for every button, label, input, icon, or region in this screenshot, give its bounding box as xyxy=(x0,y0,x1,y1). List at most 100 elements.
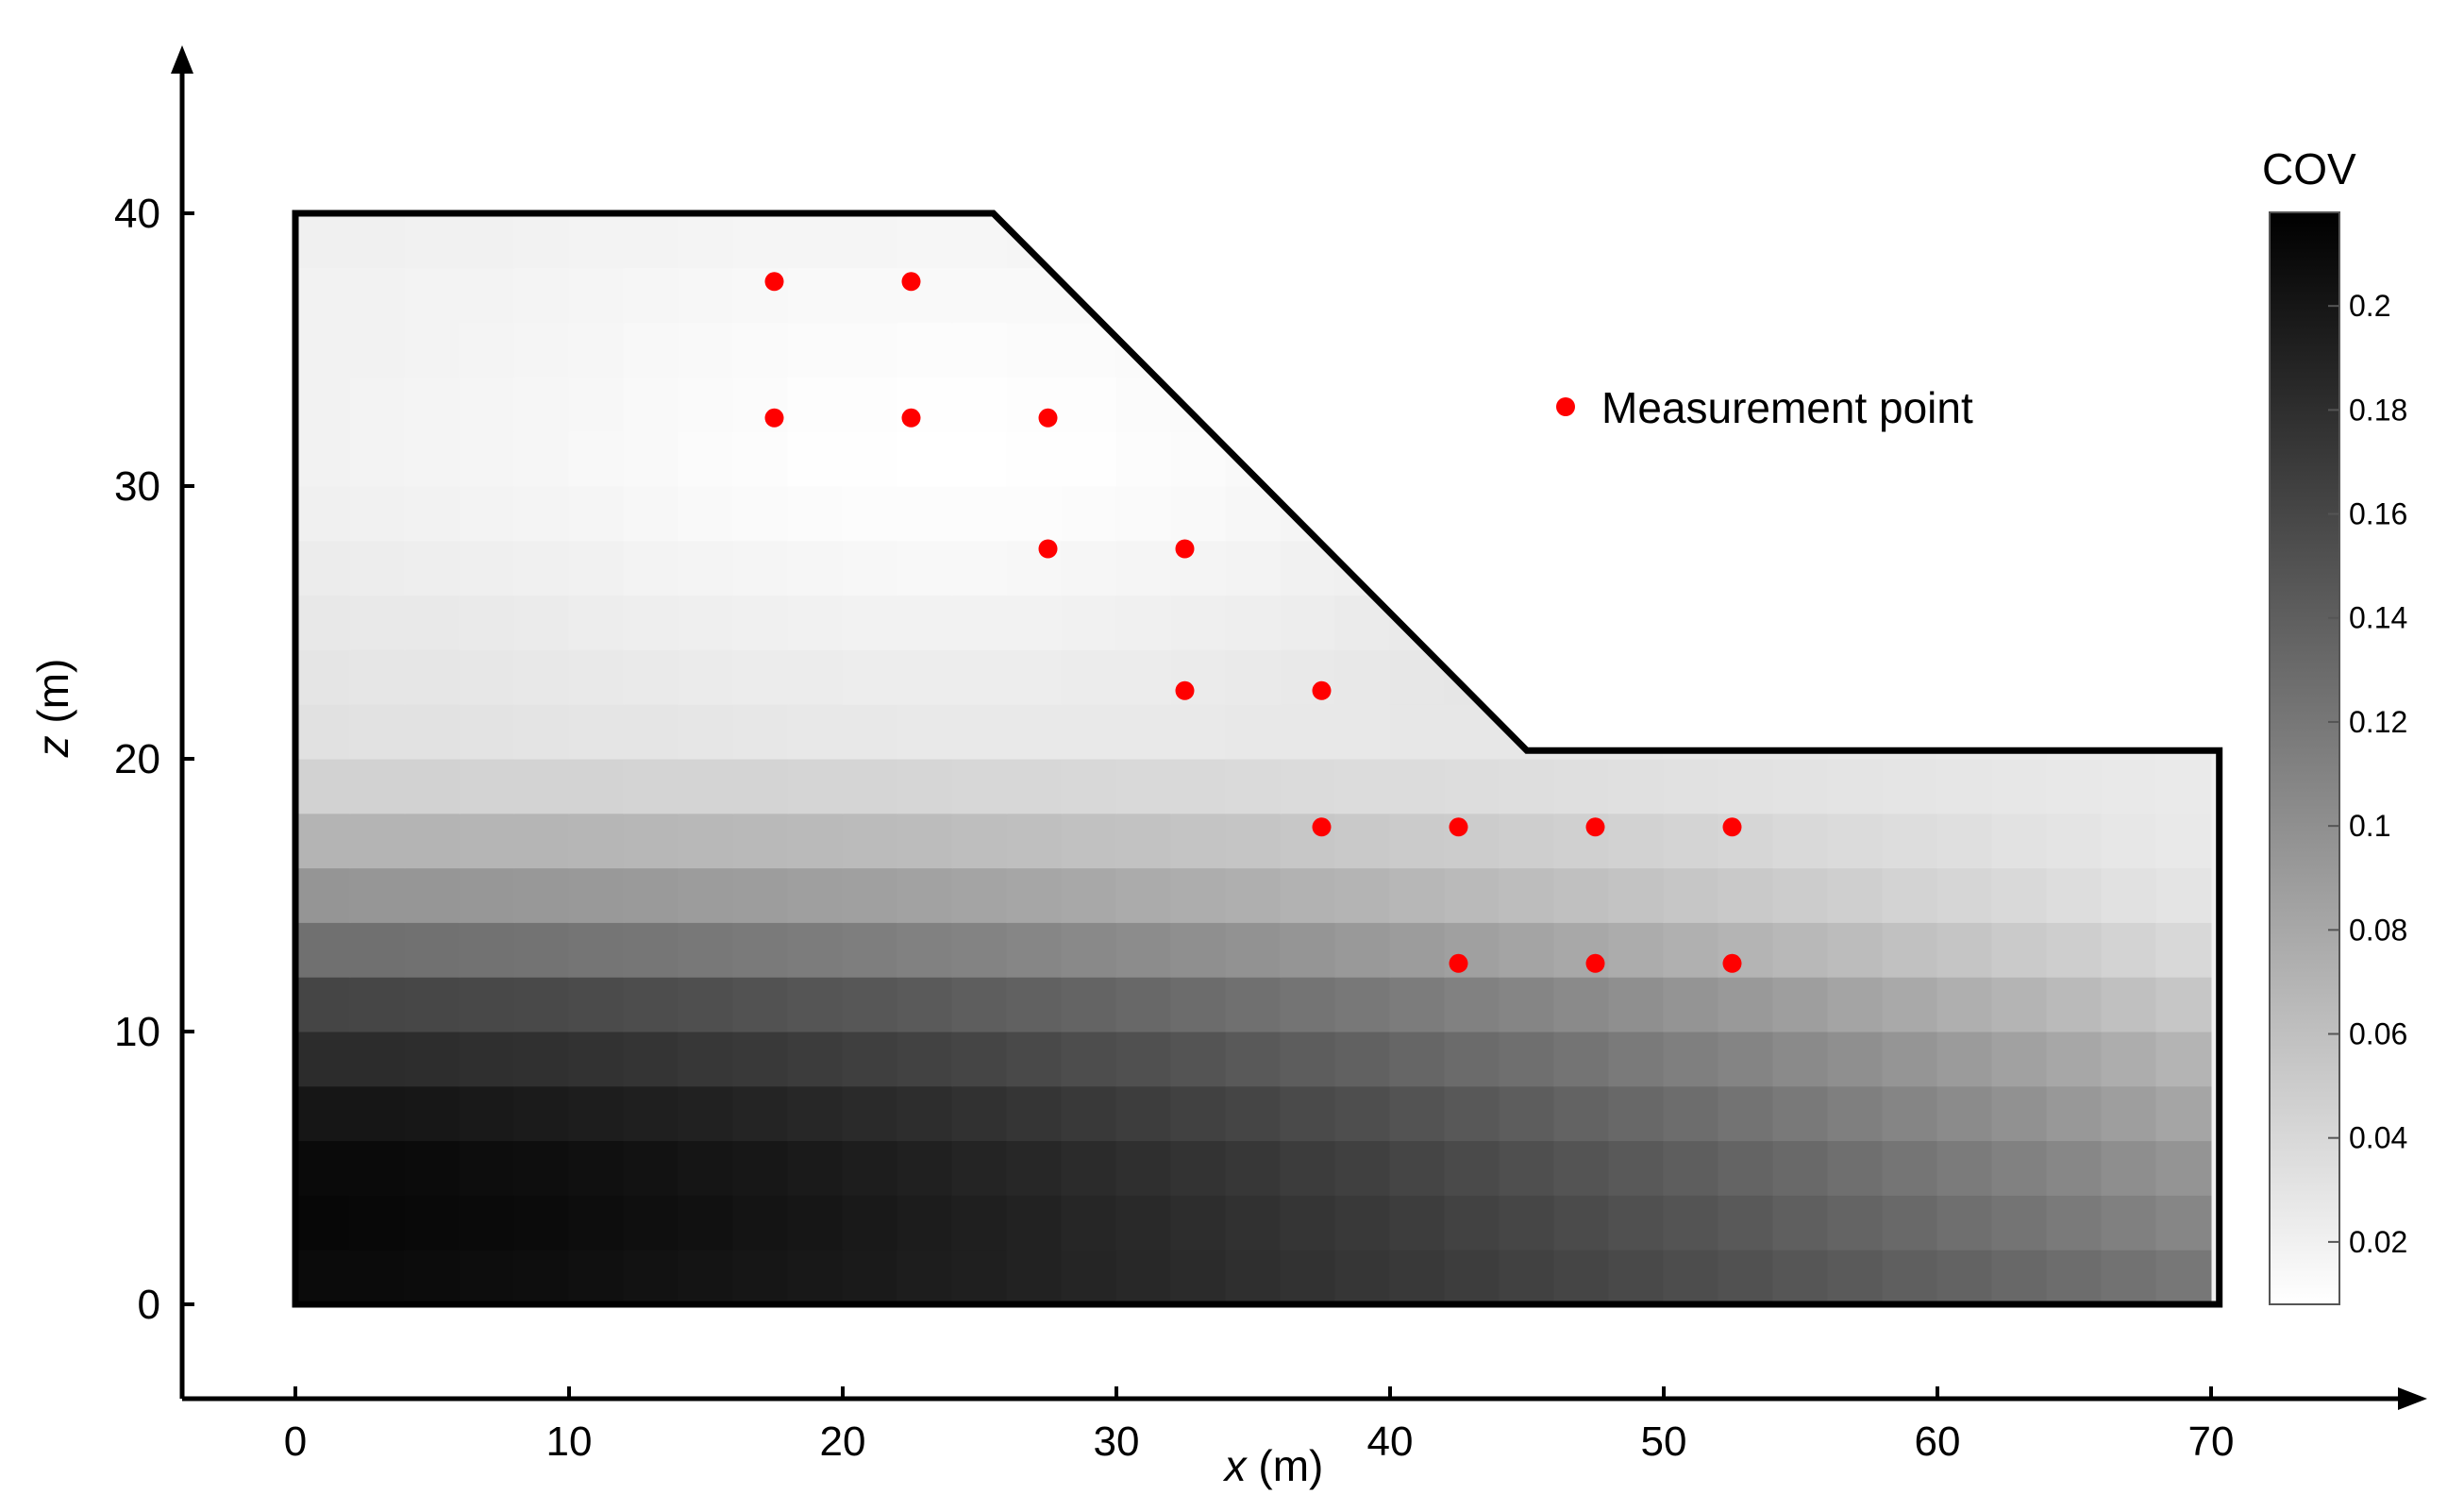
heatmap-cell xyxy=(2155,758,2212,814)
heatmap-cell xyxy=(295,1249,351,1304)
heatmap-cell xyxy=(1936,1085,1993,1142)
heatmap-cell xyxy=(1389,213,1446,269)
heatmap-cell xyxy=(349,430,406,487)
slope-boundary xyxy=(292,210,2223,1308)
heatmap-cell xyxy=(513,485,570,542)
heatmap-cell xyxy=(1280,976,1336,1033)
heatmap-cell xyxy=(1389,1194,1446,1251)
heatmap-cell xyxy=(1663,485,1719,542)
heatmap-cell xyxy=(459,758,515,814)
heatmap-cell xyxy=(459,1085,515,1142)
heatmap-cell xyxy=(295,1194,351,1251)
heatmap-cell xyxy=(1061,267,1117,324)
heatmap-cell xyxy=(1882,540,1938,596)
colorbar-tick-label: 0.04 xyxy=(2349,1121,2407,1155)
heatmap-cell xyxy=(513,976,570,1033)
heatmap-cell xyxy=(1115,1194,1172,1251)
heatmap-cell xyxy=(1115,921,1172,978)
heatmap-cell xyxy=(1444,1140,1500,1196)
heatmap-cell xyxy=(2155,921,2212,978)
heatmap-cell xyxy=(1280,322,1336,378)
heatmap-cell xyxy=(1225,867,1282,923)
heatmap-cell xyxy=(1718,1031,1774,1087)
heatmap-cell xyxy=(1882,213,1938,269)
heatmap-cell xyxy=(1499,485,1555,542)
heatmap-cell xyxy=(623,648,679,705)
heatmap-cell xyxy=(842,540,898,596)
colorbar-ticks: 0.02 0.04 0.06 0.08 0.1 0.12 0.14 0.16 0.18 0.2 xyxy=(2328,289,2407,1259)
heatmap-cell xyxy=(1115,867,1172,923)
heatmap-cell xyxy=(2046,976,2103,1033)
heatmap-cell xyxy=(1827,976,1884,1033)
heatmap-cell xyxy=(1772,322,1829,378)
heatmap-cell xyxy=(2046,921,2103,978)
heatmap-cell xyxy=(897,976,953,1033)
heatmap-cell xyxy=(623,1031,679,1087)
heatmap-cell xyxy=(787,430,844,487)
heatmap-cell xyxy=(1225,213,1282,269)
heatmap-cell xyxy=(1225,758,1282,814)
heatmap-cell xyxy=(1389,1249,1446,1304)
heatmap-cell xyxy=(1936,758,1993,814)
heatmap-cell xyxy=(1936,1140,1993,1196)
heatmap-cell xyxy=(1772,976,1829,1033)
heatmap-cell xyxy=(404,813,461,869)
heatmap-cell xyxy=(1718,595,1774,650)
heatmap-cell xyxy=(1827,1249,1884,1304)
heatmap-cell xyxy=(1225,595,1282,650)
heatmap-cell xyxy=(1444,540,1500,596)
heatmap-cell xyxy=(2046,648,2103,705)
heatmap-cell xyxy=(678,430,734,487)
heatmap-cell xyxy=(1608,1140,1665,1196)
heatmap-cell xyxy=(1936,921,1993,978)
heatmap-cell xyxy=(1827,1140,1884,1196)
heatmap-cell xyxy=(842,485,898,542)
heatmap-cell xyxy=(513,1140,570,1196)
heatmap-cell xyxy=(1608,976,1665,1033)
heatmap-cell xyxy=(513,213,570,269)
heatmap-cell xyxy=(623,213,679,269)
heatmap-cell xyxy=(1991,485,2048,542)
colorbar-tick-label: 0.02 xyxy=(2349,1225,2407,1259)
heatmap-cell xyxy=(732,703,789,760)
heatmap-cell xyxy=(897,758,953,814)
heatmap-cell xyxy=(459,1031,515,1087)
heatmap-cell xyxy=(1115,1140,1172,1196)
heatmap-cell xyxy=(1827,540,1884,596)
heatmap-cell xyxy=(732,485,789,542)
heatmap-cell xyxy=(1663,758,1719,814)
heatmap-cell xyxy=(1115,648,1172,705)
heatmap-cell xyxy=(951,1140,1008,1196)
heatmap-cell xyxy=(1280,267,1336,324)
heatmap-cell xyxy=(513,758,570,814)
heatmap-cell xyxy=(623,1085,679,1142)
heatmap-cell xyxy=(1608,758,1665,814)
heatmap-cell xyxy=(295,921,351,978)
heatmap-cell xyxy=(678,976,734,1033)
heatmap-cell xyxy=(678,1194,734,1251)
heatmap-cell xyxy=(897,867,953,923)
heatmap-cell xyxy=(1225,1249,1282,1304)
heatmap-cell xyxy=(2046,1249,2103,1304)
heatmap-cell xyxy=(1991,430,2048,487)
heatmap-cell xyxy=(295,758,351,814)
heatmap-cell xyxy=(787,1194,844,1251)
heatmap-cell xyxy=(1006,648,1063,705)
heatmap-cell xyxy=(2101,1031,2157,1087)
heatmap-cell xyxy=(1334,1194,1391,1251)
heatmap-cell xyxy=(1991,322,2048,378)
heatmap-cell xyxy=(732,976,789,1033)
heatmap-cell xyxy=(1280,376,1336,432)
heatmap-cell xyxy=(1663,540,1719,596)
heatmap-cell xyxy=(349,1031,406,1087)
heatmap-cell xyxy=(842,921,898,978)
colorbar-tick-label: 0.16 xyxy=(2349,497,2407,531)
y-axis-label: z (m) xyxy=(28,659,77,759)
heatmap-cell xyxy=(1772,1085,1829,1142)
heatmap-cell xyxy=(842,267,898,324)
heatmap-cell xyxy=(2101,540,2157,596)
heatmap-cell xyxy=(732,595,789,650)
heatmap-cell xyxy=(1553,976,1610,1033)
heatmap-cell xyxy=(1936,867,1993,923)
heatmap-cell xyxy=(897,595,953,650)
